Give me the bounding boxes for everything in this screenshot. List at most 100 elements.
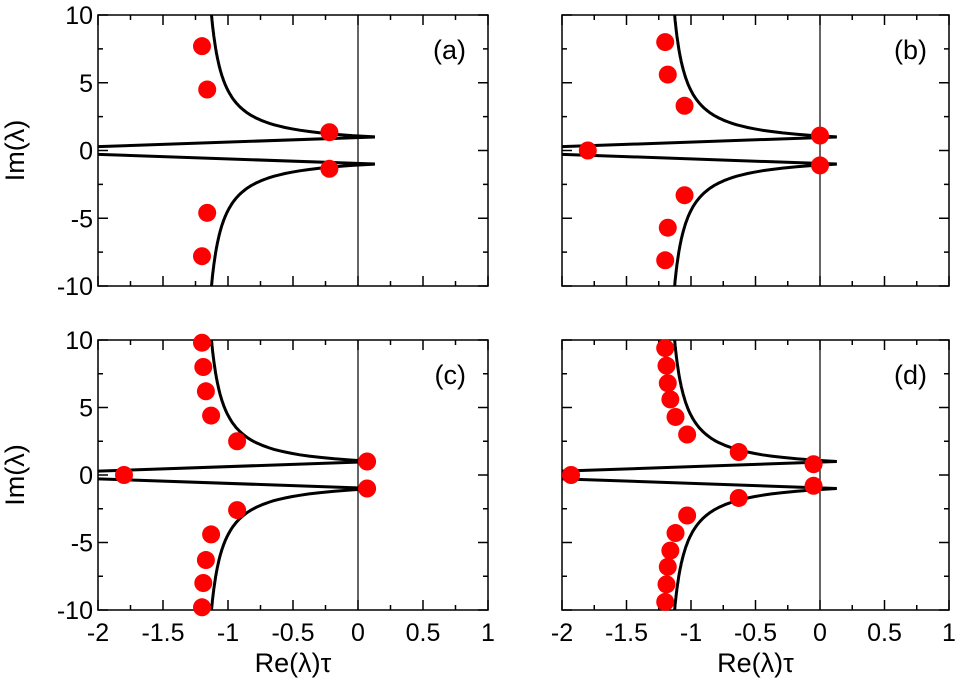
eigenvalue-point	[658, 218, 677, 237]
y-tick-label: 5	[79, 395, 93, 423]
lower-spectrum-branch	[209, 487, 375, 610]
eigenvalue-point	[194, 574, 213, 592]
y-tick-label: 10	[65, 2, 93, 30]
lower-wedge-line	[98, 477, 375, 490]
panel-b: (b)	[561, 14, 950, 287]
eigenvalue-point	[656, 251, 675, 270]
upper-wedge-line	[562, 135, 837, 149]
eigenvalue-point	[578, 141, 597, 160]
eigenvalue-point	[196, 382, 215, 401]
upper-spectrum-branch	[673, 340, 837, 463]
eigenvalue-point	[228, 432, 247, 451]
eigenvalue-point	[804, 476, 823, 495]
eigenvalue-point	[661, 541, 680, 560]
panel-label: (c)	[435, 360, 466, 390]
x-tick-label: 0.5	[406, 619, 441, 647]
y-tick-label: -10	[57, 597, 93, 625]
eigenvalue-point	[320, 123, 339, 142]
plot-frame	[561, 339, 950, 611]
eigenvalue-point	[678, 425, 697, 444]
eigenvalue-point	[675, 96, 694, 115]
lower-spectrum-branch	[673, 487, 837, 610]
x-tick-label: -1.5	[605, 619, 648, 647]
eigenvalue-point	[198, 80, 217, 99]
x-tick-label: -1.5	[141, 619, 184, 647]
lower-spectrum-branch	[673, 162, 837, 286]
eigenvalue-point	[562, 466, 581, 484]
x-tick-label: -2	[87, 619, 109, 647]
eigenvalue-point	[729, 488, 748, 507]
spectrum-curves	[562, 340, 837, 610]
eigenvalue-point	[656, 339, 675, 358]
y-tick-label: 10	[65, 327, 93, 355]
eigenvalue-point	[729, 443, 748, 462]
panel-d: -2 -1.5 -1 -0.5 0 0.5 1 Re(λ)τ (d)	[551, 339, 956, 678]
eigenvalue-point	[202, 406, 221, 425]
panel-a: -10 -5 0 5 10 Im(λ) (a)	[0, 2, 489, 301]
upper-spectrum-branch	[209, 15, 375, 139]
eigenvalue-point	[804, 455, 823, 474]
eigenvalue-point	[678, 506, 697, 525]
plot-frame	[561, 14, 950, 287]
eigenvalue-point	[656, 33, 675, 52]
lower-wedge-line	[562, 152, 837, 166]
plot-frame	[97, 339, 489, 611]
eigenvalue-point	[661, 390, 680, 409]
eigenvalue-point	[658, 557, 677, 576]
upper-spectrum-branch	[673, 15, 837, 139]
lower-spectrum-branch	[209, 162, 375, 286]
eigenvalue-point	[193, 598, 211, 617]
x-tick-label: 1	[481, 619, 495, 647]
eigenvalue-point	[320, 159, 339, 178]
spectrum-curves	[98, 340, 375, 610]
eigenvalue-point	[811, 126, 829, 145]
eigenvalue-point	[193, 37, 211, 56]
eigenvalue-point	[196, 551, 215, 570]
eigenvalue-point	[202, 525, 221, 544]
eigenvalue-point	[193, 333, 211, 352]
panel-label: (b)	[894, 35, 927, 65]
lower-wedge-line	[562, 477, 837, 490]
eigenvalue-point	[194, 358, 213, 376]
eigenvalue-point	[358, 452, 377, 471]
panel-label: (d)	[894, 360, 927, 390]
eigenvalue-point	[193, 247, 211, 266]
eigenvalue-point	[656, 592, 675, 611]
x-tick-label: -1	[680, 619, 702, 647]
x-axis-title: Re(λ)τ	[717, 648, 794, 678]
eigenvalue-point	[228, 501, 247, 520]
eigenvalue-point	[658, 65, 677, 84]
upper-wedge-line	[98, 460, 375, 473]
plot-frame	[97, 14, 489, 287]
eigenvalue-point	[675, 186, 694, 205]
spectrum-curves	[562, 15, 837, 286]
eigenvalue-point	[658, 374, 677, 393]
y-axis-title: Im(λ)	[0, 120, 30, 181]
y-axis-title: Im(λ)	[0, 444, 30, 505]
spectrum-curves	[98, 15, 375, 286]
upper-wedge-line	[562, 460, 837, 473]
x-tick-label: -0.5	[271, 619, 314, 647]
y-tick-label: 0	[79, 138, 93, 166]
y-tick-label: -10	[57, 273, 93, 301]
panel-c: -2 -1.5 -1 -0.5 0 0.5 1 -10 -5 0 5 10 Re(λ)τ Im(λ) (c)	[0, 327, 495, 678]
eigenvalue-point	[115, 466, 133, 484]
y-tick-label: -5	[71, 530, 93, 558]
eigenvalue-point	[666, 524, 685, 543]
y-tick-label: 5	[79, 70, 93, 98]
eigenvalue-point	[657, 575, 676, 594]
x-tick-label: 0	[813, 619, 827, 647]
x-axis-title: Re(λ)τ	[255, 648, 332, 678]
x-tick-label: 0	[351, 619, 365, 647]
x-tick-label: 0.5	[867, 619, 902, 647]
upper-spectrum-branch	[209, 340, 375, 463]
eigenvalue-point	[358, 479, 377, 498]
x-tick-label: -0.5	[734, 619, 777, 647]
x-tick-label: 1	[942, 619, 956, 647]
eigenvalue-point	[657, 356, 676, 375]
eigenvalue-point	[811, 156, 829, 175]
x-tick-label: -1	[217, 619, 239, 647]
y-tick-label: 0	[79, 462, 93, 490]
panel-label: (a)	[433, 35, 466, 65]
